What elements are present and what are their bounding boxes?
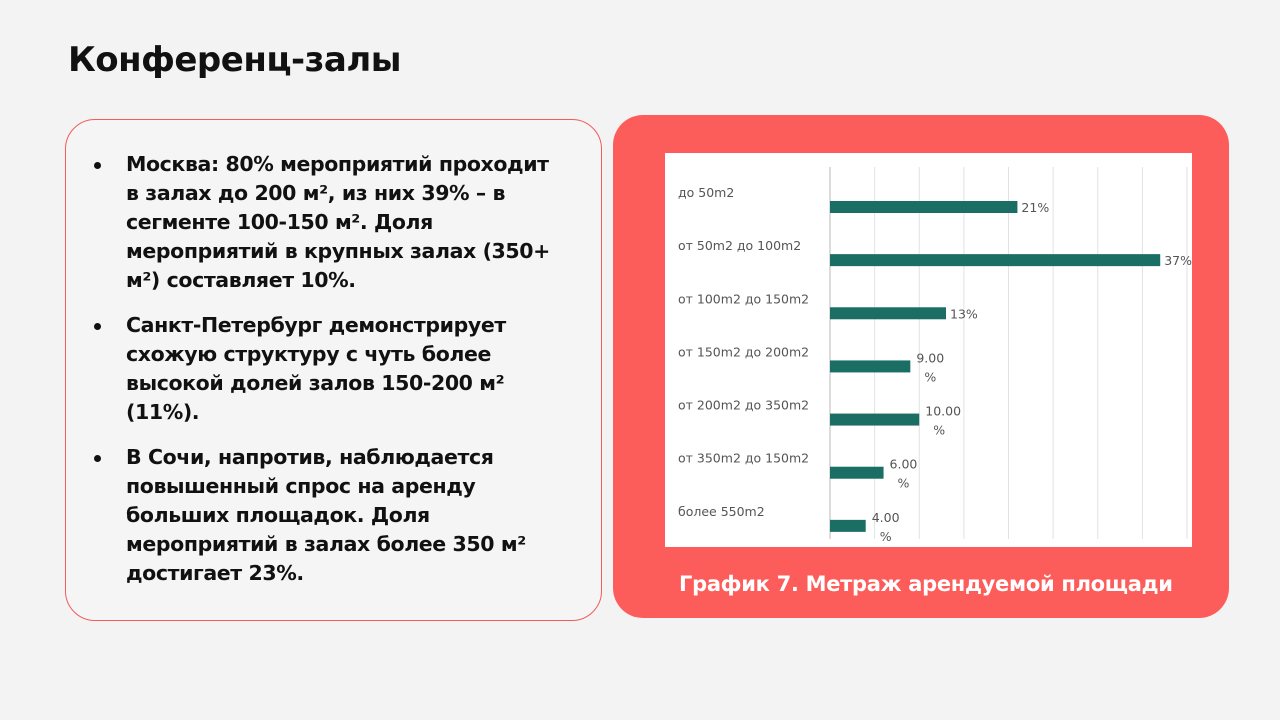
bullet-dot-icon: [94, 323, 101, 330]
category-label: от 200m2 до 350m2: [678, 398, 809, 413]
bullet-dot-icon: [94, 455, 101, 462]
bar: [830, 360, 911, 373]
text-card: Москва: 80% мероприятий проходит в залах…: [65, 119, 602, 621]
bullet-item-spb: Санкт-Петербург демонстрирует схожую стр…: [92, 311, 562, 427]
category-label: более 550m2: [678, 504, 765, 519]
data-label-unit: %: [880, 529, 892, 544]
data-label: 4.00: [872, 510, 900, 525]
bar: [830, 254, 1161, 267]
page-title: Конференц-залы: [68, 40, 401, 80]
category-label: от 50m2 до 100m2: [678, 238, 801, 253]
data-label: 9.00: [916, 350, 944, 365]
chart-card: до 50m2 21% от 50m2 до 100m2 37% от 100m2 до…: [613, 115, 1229, 618]
data-label: 10.00: [925, 404, 961, 419]
bullet-dot-icon: [94, 162, 101, 169]
data-label: 6.00: [890, 457, 918, 472]
data-label: 37%: [1164, 253, 1192, 268]
bar: [830, 307, 947, 320]
chart-caption: График 7. Метраж арендуемой площади: [679, 572, 1173, 596]
bullet-item-sochi: В Сочи, напротив, наблюдается повышенный…: [92, 443, 562, 588]
bar-chart: до 50m2 21% от 50m2 до 100m2 37% от 100m2 до…: [678, 167, 1192, 544]
category-label: от 100m2 до 150m2: [678, 291, 809, 306]
bar: [830, 413, 920, 426]
bullet-item-moscow: Москва: 80% мероприятий проходит в залах…: [92, 150, 562, 295]
chart-frame: до 50m2 21% от 50m2 до 100m2 37% от 100m2 до…: [665, 153, 1192, 547]
data-label: 21%: [1021, 200, 1049, 215]
data-label-unit: %: [924, 369, 936, 384]
bullet-list: Москва: 80% мероприятий проходит в залах…: [92, 150, 562, 604]
data-label-unit: %: [933, 423, 945, 438]
data-label: 13%: [950, 306, 978, 321]
bar: [830, 201, 1018, 213]
bullet-text-sochi: В Сочи, напротив, наблюдается повышенный…: [126, 445, 526, 585]
bar: [830, 466, 884, 479]
data-label-unit: %: [898, 476, 910, 491]
bar: [830, 519, 866, 532]
category-label: от 150m2 до 200m2: [678, 344, 809, 359]
category-label: до 50m2: [678, 185, 734, 200]
category-label: от 350m2 до 150m2: [678, 451, 809, 466]
bullet-text-spb: Санкт-Петербург демонстрирует схожую стр…: [126, 313, 506, 424]
bullet-text-moscow: Москва: 80% мероприятий проходит в залах…: [126, 152, 550, 292]
